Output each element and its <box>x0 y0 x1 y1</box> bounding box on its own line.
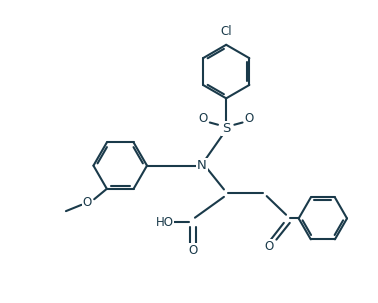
Text: S: S <box>222 122 230 135</box>
Text: O: O <box>188 244 197 257</box>
Text: O: O <box>83 196 92 209</box>
Text: HO: HO <box>156 216 174 229</box>
Text: O: O <box>245 112 254 125</box>
Text: O: O <box>264 240 274 253</box>
Text: O: O <box>198 112 208 125</box>
Text: Cl: Cl <box>220 25 232 38</box>
Text: N: N <box>197 159 207 172</box>
